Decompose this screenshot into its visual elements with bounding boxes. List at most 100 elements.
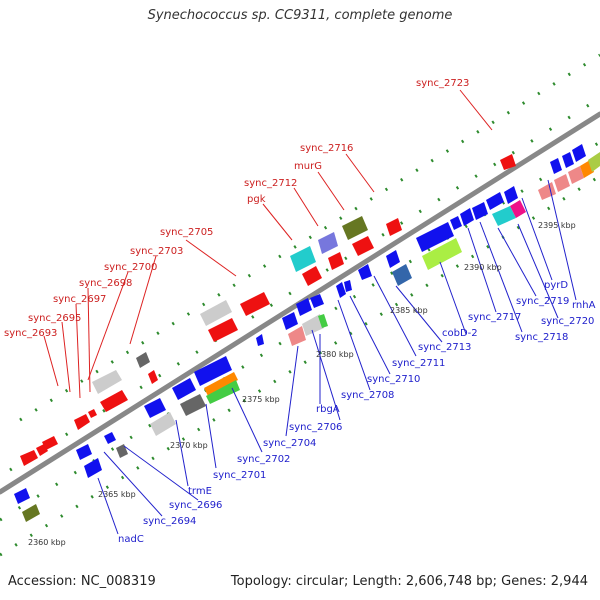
gene-label[interactable]: sync_2704 xyxy=(263,438,316,449)
gene-sync-2716[interactable] xyxy=(342,216,368,240)
gene-sync-2708[interactable] xyxy=(296,298,312,316)
gene-label[interactable]: sync_2718 xyxy=(515,332,568,343)
gene-label[interactable]: sync_2708 xyxy=(341,390,394,401)
gene-sync-2710[interactable] xyxy=(336,282,346,298)
gene-label[interactable]: sync_2710 xyxy=(367,374,420,385)
gene-sync-2705b[interactable] xyxy=(208,318,238,342)
gene-sync-2725[interactable] xyxy=(554,174,570,192)
gene-sync-2712[interactable] xyxy=(290,246,316,272)
gene-label[interactable]: rnhA xyxy=(572,300,596,311)
gene-label[interactable]: sync_2703 xyxy=(130,246,183,257)
gene-sync-2719f[interactable] xyxy=(386,218,402,236)
gene-cobD-2[interactable] xyxy=(416,222,454,252)
gene-label[interactable]: sync_2717 xyxy=(468,312,521,323)
gene-label[interactable]: sync_2696 xyxy=(169,500,222,511)
gene-sync-2726[interactable] xyxy=(568,166,584,184)
gene-trmE-b[interactable] xyxy=(150,412,176,436)
gene-sync-2728[interactable] xyxy=(588,152,600,172)
gene-label[interactable]: sync_2700 xyxy=(104,262,157,273)
forward-gene-labels: sync_2693 sync_2695 sync_2697 sync_2698 … xyxy=(4,78,469,339)
gene-sync-2706[interactable] xyxy=(282,312,298,330)
gene-sync-2704[interactable] xyxy=(256,334,264,346)
gene-label[interactable]: rbgA xyxy=(316,404,340,415)
gene-pyrD[interactable] xyxy=(550,158,562,174)
gene-sync-2717b[interactable] xyxy=(460,208,474,226)
gene-label[interactable]: sync_2701 xyxy=(213,470,266,481)
gene-sync-2701b[interactable] xyxy=(180,394,206,416)
gene-sync-2712b[interactable] xyxy=(302,266,322,286)
gene-sync-2702c[interactable] xyxy=(206,380,240,404)
gene-pgk[interactable] xyxy=(240,292,270,316)
gene-sync-2716b[interactable] xyxy=(352,236,374,256)
gene-sync-2698[interactable] xyxy=(74,414,90,430)
gene-label[interactable]: sync_2706 xyxy=(289,422,342,433)
gene-sync-2696[interactable] xyxy=(104,432,116,444)
gene-sync-2723[interactable] xyxy=(500,154,516,170)
gene-sync-2705[interactable] xyxy=(200,300,232,326)
gene-label[interactable]: sync_2705 xyxy=(160,227,213,238)
gene-rbgA[interactable] xyxy=(288,326,306,346)
gene-sync-2702[interactable] xyxy=(194,356,232,386)
gene-sync-2720[interactable] xyxy=(510,200,526,218)
gene-label[interactable]: pgk xyxy=(247,194,266,205)
gene-sync-2711[interactable] xyxy=(344,280,352,292)
gene-sync-2694[interactable] xyxy=(76,444,92,460)
gene-label[interactable]: cobD-2 xyxy=(442,328,478,339)
gene-sync-2701f[interactable] xyxy=(136,352,150,368)
gene-label[interactable]: sync_2695 xyxy=(28,313,81,324)
scale-label: 2365 kbp xyxy=(98,490,136,499)
gene-sync-2696b[interactable] xyxy=(116,444,128,458)
scale-label: 2385 kbp xyxy=(390,306,428,315)
gene-sync-2700b[interactable] xyxy=(92,370,122,394)
gene-sync-2717[interactable] xyxy=(450,216,462,230)
gene-sync-2724[interactable] xyxy=(538,182,556,200)
gene-label[interactable]: sync_2697 xyxy=(53,294,106,305)
gene-label[interactable]: sync_2713 xyxy=(418,342,471,353)
gene-cobD-2b[interactable] xyxy=(422,238,462,270)
gene-label[interactable]: sync_2694 xyxy=(143,516,196,527)
ruler-track-forward-outer xyxy=(19,53,600,422)
gene-sync-2713b[interactable] xyxy=(386,250,400,268)
gene-sync-2720b[interactable] xyxy=(504,186,518,204)
gene-label[interactable]: sync_2720 xyxy=(541,316,594,327)
gene-sync-2719[interactable] xyxy=(486,192,504,210)
gene-sync-2711b[interactable] xyxy=(358,264,372,280)
gene-sync-2706c[interactable] xyxy=(318,314,328,328)
gene-label[interactable]: sync_2698 xyxy=(79,278,132,289)
gene-label[interactable]: sync_2719 xyxy=(516,296,569,307)
gene-label[interactable]: sync_2711 xyxy=(392,358,445,369)
gene-sync-2697[interactable] xyxy=(42,436,58,450)
gene-murG-b[interactable] xyxy=(328,252,344,270)
gene-rnhA[interactable] xyxy=(572,144,586,162)
gene-sync-2713[interactable] xyxy=(392,264,412,286)
ruler-track-reverse-outer xyxy=(0,174,600,557)
gene-trmE[interactable] xyxy=(144,398,166,418)
gene-sync-2718[interactable] xyxy=(492,206,516,226)
gene-sync-2701[interactable] xyxy=(172,378,196,400)
gene-sync-2693[interactable] xyxy=(20,450,38,466)
genome-stats-text: Topology: circular; Length: 2,606,748 bp… xyxy=(230,574,588,589)
gene-label[interactable]: sync_2693 xyxy=(4,328,57,339)
gene-sync-2708b[interactable] xyxy=(310,294,324,308)
gene-label[interactable]: pyrD xyxy=(544,280,568,291)
gene-label[interactable]: nadC xyxy=(118,534,144,545)
gene-label[interactable]: sync_2712 xyxy=(244,178,297,189)
gene-sync-2703[interactable] xyxy=(148,370,158,384)
gene-sync-2717c[interactable] xyxy=(472,202,488,220)
gene-label[interactable]: trmE xyxy=(188,486,212,497)
gene-sync-2700[interactable] xyxy=(100,390,128,412)
gene-sync-2706b[interactable] xyxy=(302,314,324,336)
gene-sync-2702b[interactable] xyxy=(204,372,238,396)
scale-ticks: 2360 kbp 2365 kbp 2370 kbp 2375 kbp 2380… xyxy=(28,221,576,547)
gene-label[interactable]: sync_2723 xyxy=(416,78,469,89)
gene-label[interactable]: sync_2716 xyxy=(300,143,353,154)
gene-pyrD-b[interactable] xyxy=(562,152,574,168)
gene-sync-2699[interactable] xyxy=(88,409,97,418)
gene-label[interactable]: murG xyxy=(294,161,322,172)
gene-nadC[interactable] xyxy=(14,488,30,504)
gene-label[interactable]: sync_2702 xyxy=(237,454,290,465)
gene-murG[interactable] xyxy=(318,232,338,254)
gene-sync-2694b[interactable] xyxy=(84,458,102,478)
gene-nadC-b[interactable] xyxy=(22,504,40,522)
